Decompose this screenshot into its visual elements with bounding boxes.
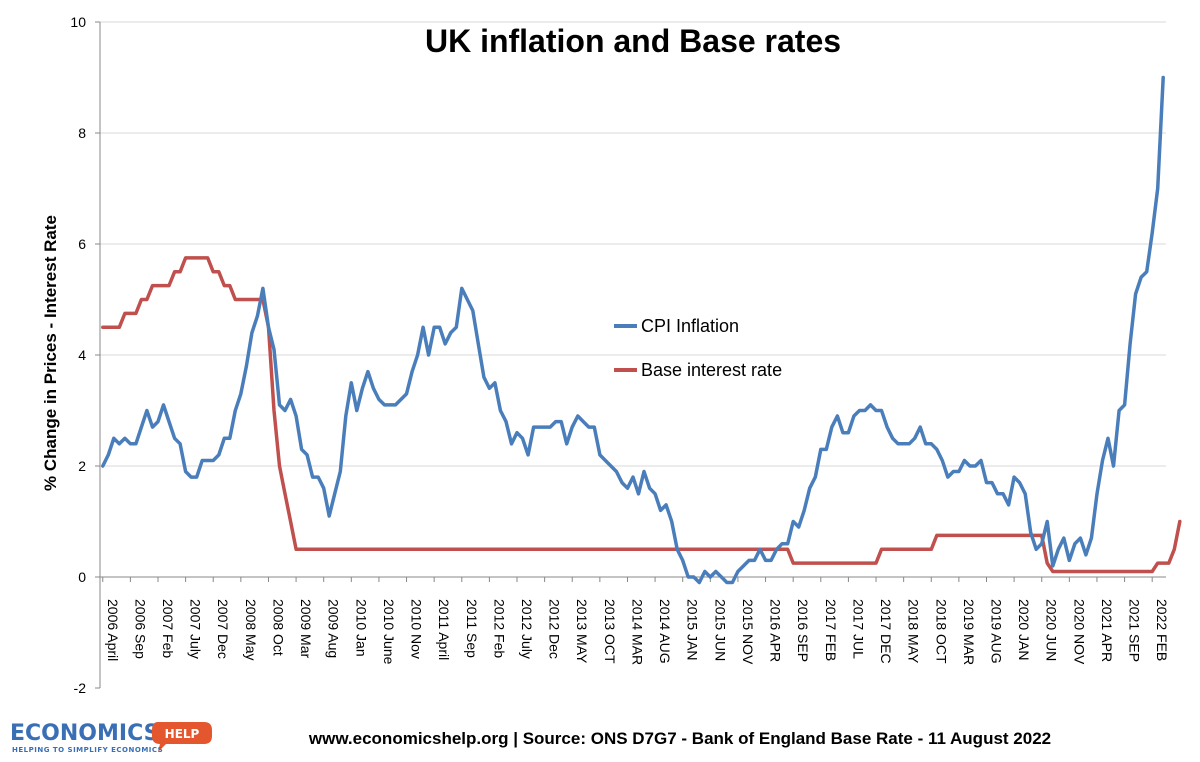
gridlines	[100, 21, 1166, 467]
x-tick-label: 2012 Feb	[491, 599, 507, 658]
x-tick-labels: 2006 April 2006 Sep 2007 Feb 2007 July 2007 …	[102, 577, 1170, 665]
x-tick-label: 2019 AUG	[988, 599, 1004, 664]
series-line-cpi-inflation	[101, 75, 1165, 585]
x-tick-label: 2007 Dec	[215, 599, 231, 659]
y-axis-label: % Change in Prices - Interest Rate	[41, 215, 60, 491]
x-tick-label: 2016 SEP	[795, 599, 811, 662]
x-tick-label: 2012 July	[519, 599, 535, 659]
x-tick-label: 2014 MAR	[629, 599, 645, 665]
x-tick-label: 2009 Mar	[298, 599, 314, 658]
x-tick-label: 2014 AUG	[657, 599, 673, 664]
x-tick-label: 2006 April	[105, 599, 121, 661]
x-tick-label: 2006 Sep	[132, 599, 148, 659]
y-tick-label: -2	[74, 680, 87, 696]
series-lines	[101, 75, 1182, 585]
legend-label-base-rate: Base interest rate	[641, 360, 782, 380]
x-tick-label: 2012 Dec	[547, 599, 563, 659]
chart-title: UK inflation and Base rates	[425, 23, 841, 59]
x-tick-label: 2017 DEC	[878, 599, 894, 664]
x-tick-label: 2010 June	[381, 599, 397, 665]
y-tick-label: 10	[70, 14, 86, 30]
x-tick-label: 2017 FEB	[823, 599, 839, 661]
x-tick-label: 2020 JAN	[1016, 599, 1032, 660]
x-tick-label: 2017 JUL	[850, 599, 866, 659]
x-tick-label: 2016 APR	[768, 599, 784, 662]
x-tick-label: 2022 FEB	[1154, 599, 1170, 661]
x-tick-label: 2007 Feb	[160, 599, 176, 658]
x-tick-label: 2015 JUN	[712, 599, 728, 661]
x-tick-label: 2018 OCT	[933, 599, 949, 664]
x-tick-label: 2020 JUN	[1044, 599, 1060, 661]
y-tick-label: 4	[78, 347, 86, 363]
y-tick-label: 0	[78, 569, 86, 585]
economics-help-logo[interactable]: ECONOMICS HELP HELPING TO SIMPLIFY ECONO…	[10, 721, 212, 754]
logo-tagline: HELPING TO SIMPLIFY ECONOMICS	[12, 746, 163, 754]
logo-text: ECONOMICS	[10, 721, 159, 746]
x-tick-label: 2008 May	[243, 599, 259, 660]
series-line-base-interest-rate	[101, 256, 1182, 574]
x-tick-label: 2010 Nov	[409, 599, 425, 659]
x-tick-label: 2007 July	[188, 599, 204, 659]
logo-badge-text: HELP	[165, 727, 200, 741]
logo-badge-icon	[152, 722, 212, 752]
y-tick-label: 6	[78, 236, 86, 252]
legend-label-cpi: CPI Inflation	[641, 316, 739, 336]
x-tick-label: 2021 SEP	[1127, 599, 1143, 662]
source-caption: www.economicshelp.org | Source: ONS D7G7…	[308, 729, 1051, 748]
x-tick-label: 2011 April	[436, 599, 452, 660]
x-tick-label: 2010 Jan	[353, 599, 369, 657]
x-tick-label: 2013 OCT	[602, 599, 618, 664]
y-tick-labels: -2 0 2 4 6 8 10	[70, 14, 100, 696]
x-tick-label: 2015 JAN	[685, 599, 701, 660]
y-tick-label: 2	[78, 458, 86, 474]
x-tick-label: 2013 MAY	[574, 599, 590, 664]
y-tick-label: 8	[78, 125, 86, 141]
x-tick-label: 2015 NOV	[740, 599, 756, 665]
x-tick-label: 2019 MAR	[961, 599, 977, 665]
x-tick-label: 2018 MAY	[906, 599, 922, 664]
legend: CPI Inflation Base interest rate	[614, 316, 782, 380]
x-tick-label: 2021 APR	[1099, 599, 1115, 662]
x-tick-label: 2009 Aug	[326, 599, 342, 658]
x-tick-label: 2008 Oct	[270, 599, 286, 656]
x-tick-label: 2020 NOV	[1071, 599, 1087, 665]
x-tick-label: 2011 Sep	[464, 599, 480, 658]
